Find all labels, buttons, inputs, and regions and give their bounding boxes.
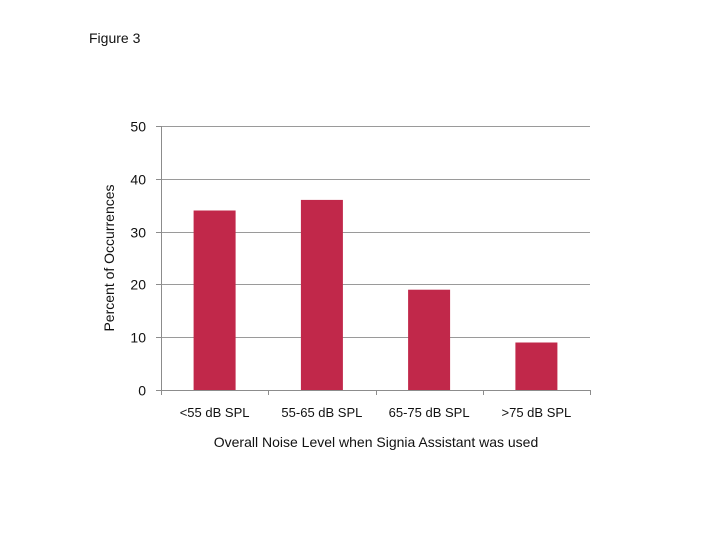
bar	[300, 199, 343, 390]
y-tick-label: 10	[130, 330, 146, 346]
x-tick-label: 65-75 dB SPL	[389, 405, 470, 420]
x-tick-labels: <55 dB SPL 55-65 dB SPL 65-75 dB SPL >75 dB…	[161, 390, 591, 420]
bars	[193, 199, 558, 390]
bar	[408, 289, 451, 390]
y-tick-label: 40	[130, 172, 146, 188]
x-axis-title: Overall Noise Level when Signia Assistan…	[214, 434, 539, 450]
y-tick-label: 20	[130, 277, 146, 293]
y-tick-label: 50	[130, 119, 146, 135]
y-tick-label: 0	[138, 383, 146, 399]
y-tick-labels: 0 10 20 30 40 50	[130, 119, 146, 399]
axes	[161, 126, 591, 391]
bar	[515, 342, 558, 390]
x-tick-label: >75 dB SPL	[502, 405, 572, 420]
x-tick-label: <55 dB SPL	[180, 405, 250, 420]
bar	[193, 210, 236, 390]
y-axis-title: Percent of Occurrences	[101, 184, 117, 331]
x-tick-label: 55-65 dB SPL	[281, 405, 362, 420]
gridlines	[156, 126, 590, 391]
y-tick-label: 30	[130, 225, 146, 241]
figure-label: Figure 3	[89, 30, 141, 46]
